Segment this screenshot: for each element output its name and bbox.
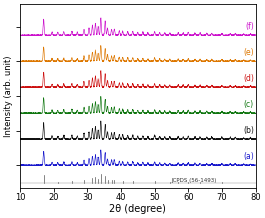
- Text: (d): (d): [243, 74, 254, 83]
- Text: (f): (f): [245, 22, 254, 31]
- Text: JCPDS (56-1493): JCPDS (56-1493): [171, 178, 217, 183]
- Text: (b): (b): [243, 126, 254, 135]
- Text: (c): (c): [244, 100, 254, 109]
- X-axis label: 2θ (degree): 2θ (degree): [109, 204, 166, 214]
- Text: (e): (e): [243, 48, 254, 57]
- Text: (a): (a): [243, 152, 254, 161]
- Y-axis label: Intensity (arb. unit): Intensity (arb. unit): [4, 55, 13, 137]
